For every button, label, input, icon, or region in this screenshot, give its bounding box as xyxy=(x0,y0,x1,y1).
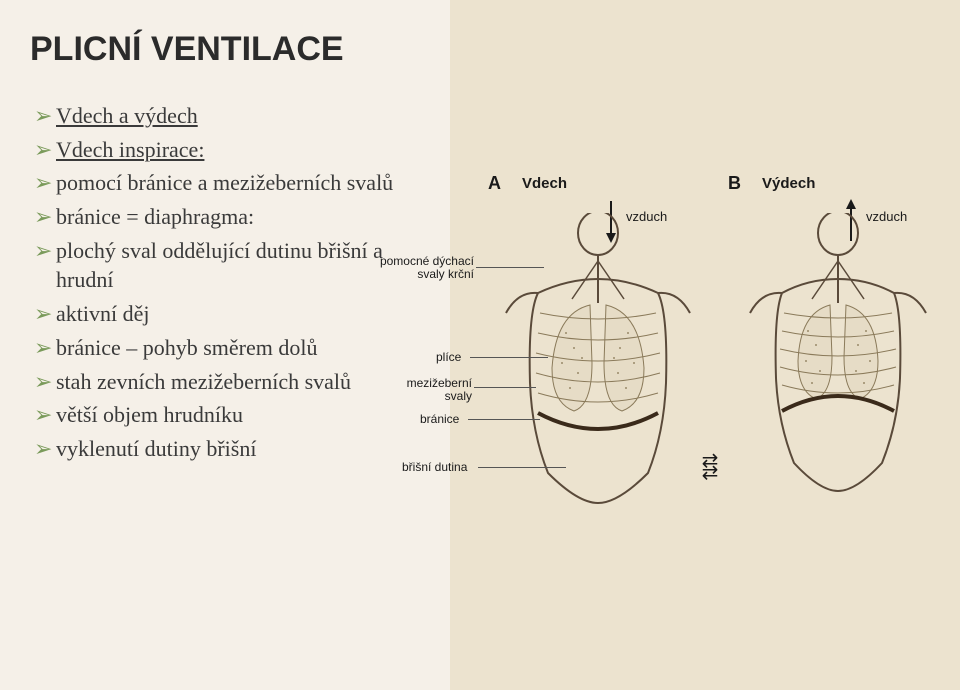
bullet-item: bránice = diaphragma: xyxy=(34,202,430,232)
bullet-item: plochý sval oddělující dutinu břišní a h… xyxy=(34,236,430,295)
annot-neck-muscles: pomocné dýchacísvaly krční xyxy=(378,255,474,281)
annot-diaphragm: bránice xyxy=(420,413,459,426)
bullet-item: stah zevních mezižeberních svalů xyxy=(34,367,430,397)
bullet-text: vyklenutí dutiny břišní xyxy=(56,436,256,461)
bullet-item: Vdech a výdech xyxy=(34,101,430,131)
leader-line xyxy=(478,467,566,468)
bullet-text: pomocí bránice a mezižeberních svalů xyxy=(56,170,393,195)
diagram-panel-a: A Vdech vzduch xyxy=(478,173,698,513)
leader-line xyxy=(468,419,540,420)
anatomy-diagram: A Vdech vzduch xyxy=(460,165,950,525)
bullet-item: Vdech inspirace: xyxy=(34,135,430,165)
leader-line xyxy=(470,357,548,358)
bullet-item: pomocí bránice a mezižeberních svalů xyxy=(34,168,430,198)
diagram-panel-b: B Výdech vzduch xyxy=(718,173,938,513)
bullet-item: větší objem hrudníku xyxy=(34,400,430,430)
bullet-text: plochý sval oddělující dutinu břišní a h… xyxy=(56,238,383,293)
bullet-item: bránice – pohyb směrem dolů xyxy=(34,333,430,363)
bullet-text: Vdech inspirace: xyxy=(56,137,204,162)
panel-letter-a: A xyxy=(488,173,501,194)
torso-svg-b xyxy=(718,213,938,513)
bullet-text: bránice = diaphragma: xyxy=(56,204,254,229)
leader-line xyxy=(474,387,536,388)
bullet-text: stah zevních mezižeberních svalů xyxy=(56,369,351,394)
bullet-text: Vdech a výdech xyxy=(56,103,198,128)
bullet-list: Vdech a výdech Vdech inspirace: pomocí brá… xyxy=(30,101,430,464)
torso-svg-a xyxy=(478,213,698,513)
annot-abdominal: břišní dutina xyxy=(402,461,467,474)
bullet-item: aktivní děj xyxy=(34,299,430,329)
annot-intercostal: mezižebernísvaly xyxy=(400,377,472,403)
text-panel: PLICNÍ VENTILACE Vdech a výdech Vdech ins… xyxy=(0,0,450,690)
panel-letter-b: B xyxy=(728,173,741,194)
panel-word-b: Výdech xyxy=(762,175,815,192)
panel-word-a: Vdech xyxy=(522,175,567,192)
bullet-item: vyklenutí dutiny břišní xyxy=(34,434,430,464)
exchange-arrows-icon: ⇄⇄ xyxy=(692,455,728,479)
bullet-text: větší objem hrudníku xyxy=(56,402,243,427)
bullet-text: aktivní děj xyxy=(56,301,149,326)
bullet-text: bránice – pohyb směrem dolů xyxy=(56,335,318,360)
leader-line xyxy=(476,267,544,268)
page-title: PLICNÍ VENTILACE xyxy=(30,30,430,69)
diagram-panel: A Vdech vzduch xyxy=(450,0,960,690)
annot-lungs: plíce xyxy=(436,351,461,364)
